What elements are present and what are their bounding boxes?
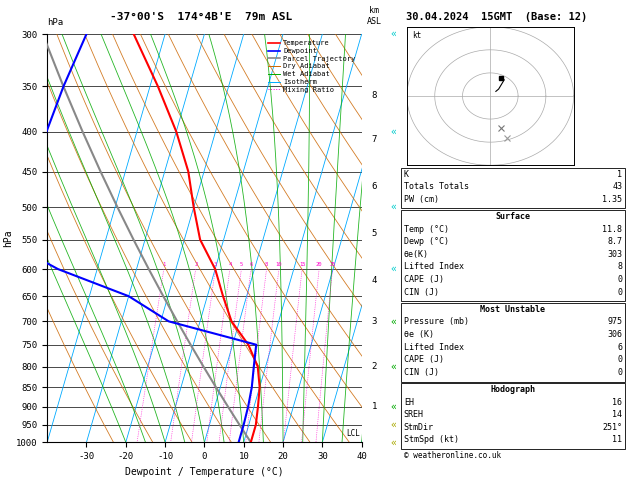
Text: 16: 16 [612,398,622,407]
Text: -37°00'S  174°4B'E  79m ASL: -37°00'S 174°4B'E 79m ASL [110,12,292,22]
Text: 8: 8 [265,261,268,267]
Text: 11: 11 [612,435,622,445]
Text: CAPE (J): CAPE (J) [404,275,444,284]
Text: 14: 14 [612,410,622,419]
Text: Temp (°C): Temp (°C) [404,225,449,234]
Text: «: « [391,437,397,447]
Text: Dewp (°C): Dewp (°C) [404,237,449,246]
Text: 0: 0 [617,288,622,297]
Text: «: « [391,202,397,212]
Text: 10: 10 [276,261,282,267]
Text: © weatheronline.co.uk: © weatheronline.co.uk [404,451,501,461]
Text: 306: 306 [607,330,622,339]
Text: kt: kt [413,31,422,40]
Text: 8.7: 8.7 [607,237,622,246]
Text: CIN (J): CIN (J) [404,288,439,297]
X-axis label: Dewpoint / Temperature (°C): Dewpoint / Temperature (°C) [125,467,284,477]
Text: Totals Totals: Totals Totals [404,182,469,191]
Text: 1: 1 [372,402,377,411]
Text: 20: 20 [316,261,322,267]
Text: 2: 2 [194,261,198,267]
Text: 1.35: 1.35 [602,195,622,204]
Text: «: « [391,126,397,137]
Text: K: K [404,170,409,179]
Text: StmDir: StmDir [404,423,434,432]
Text: 7: 7 [372,136,377,144]
Text: 8: 8 [372,91,377,100]
Text: EH: EH [404,398,414,407]
Text: 251°: 251° [602,423,622,432]
Text: 3: 3 [372,317,377,326]
Text: Hodograph: Hodograph [491,385,535,394]
Text: km
ASL: km ASL [367,6,382,26]
Text: 6: 6 [372,182,377,191]
Text: 6: 6 [249,261,253,267]
Text: 4: 4 [372,276,377,285]
Text: Lifted Index: Lifted Index [404,262,464,272]
Y-axis label: hPa: hPa [3,229,13,247]
Text: 5: 5 [240,261,243,267]
Text: 0: 0 [617,355,622,364]
Text: 6: 6 [617,343,622,352]
Text: SREH: SREH [404,410,424,419]
Text: CAPE (J): CAPE (J) [404,355,444,364]
Text: «: « [391,401,397,412]
Legend: Temperature, Dewpoint, Parcel Trajectory, Dry Adiabat, Wet Adiabat, Isotherm, Mi: Temperature, Dewpoint, Parcel Trajectory… [265,37,358,95]
Text: PW (cm): PW (cm) [404,195,439,204]
Text: «: « [391,264,397,274]
Text: CIN (J): CIN (J) [404,368,439,377]
Text: «: « [391,420,397,430]
Text: StmSpd (kt): StmSpd (kt) [404,435,459,445]
Text: 5: 5 [372,229,377,238]
Text: 8: 8 [617,262,622,272]
Text: 1: 1 [162,261,165,267]
Text: 25: 25 [330,261,336,267]
Text: θe(K): θe(K) [404,250,429,259]
Text: LCL: LCL [347,429,360,438]
Text: Lifted Index: Lifted Index [404,343,464,352]
Text: 975: 975 [607,317,622,327]
Text: θe (K): θe (K) [404,330,434,339]
Text: 30.04.2024  15GMT  (Base: 12): 30.04.2024 15GMT (Base: 12) [406,12,587,22]
Text: 4: 4 [228,261,231,267]
Text: «: « [391,362,397,372]
Text: 0: 0 [617,275,622,284]
Text: Surface: Surface [496,212,530,221]
Text: «: « [391,29,397,39]
Text: 3: 3 [214,261,217,267]
Text: 1: 1 [617,170,622,179]
Text: 303: 303 [607,250,622,259]
Text: 0: 0 [617,368,622,377]
Text: Pressure (mb): Pressure (mb) [404,317,469,327]
Text: 15: 15 [299,261,305,267]
Text: hPa: hPa [47,17,64,27]
Text: 2: 2 [372,362,377,371]
Text: Most Unstable: Most Unstable [481,305,545,314]
Text: 43: 43 [612,182,622,191]
Text: «: « [391,316,397,326]
Text: 11.8: 11.8 [602,225,622,234]
